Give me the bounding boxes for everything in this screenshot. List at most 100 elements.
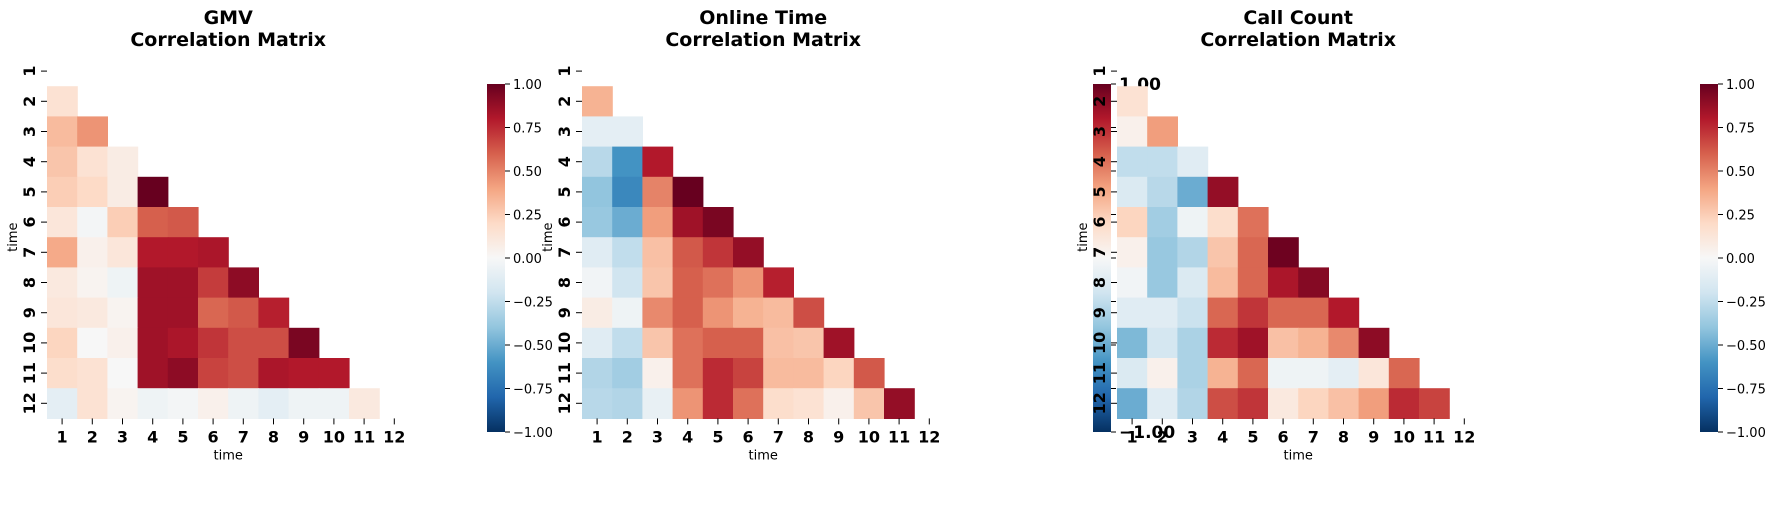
heatmap-cell-r5-c2 (1147, 176, 1178, 208)
x-tick-label: 10 (858, 427, 880, 446)
heatmap-cell-r4-c1 (47, 146, 78, 178)
x-tick-label: 1 (1127, 427, 1138, 446)
heatmap-cell-r6-c1 (1117, 207, 1148, 238)
heatmap-cell-r9-c1 (47, 297, 78, 329)
heatmap-cell-r12-c1 (582, 388, 613, 419)
heatmap-cell-r10-c6 (1268, 327, 1299, 359)
colorbar-tick-label: 0.00 (513, 252, 542, 267)
y-tick-label: 7 (555, 247, 574, 258)
heatmap-cell-r8-c4 (1207, 267, 1239, 299)
heatmap-cell-r10-c7 (228, 327, 259, 359)
heatmap-cell-r7-c5 (702, 237, 734, 268)
heatmap-cell-r3-c2 (1147, 116, 1178, 148)
y-tick-label: 10 (20, 332, 39, 354)
heatmap-cell-r9-c8 (1328, 297, 1360, 329)
heatmap-cell-r7-c6 (733, 237, 764, 268)
heatmap-cell-r7-c4 (1207, 237, 1239, 268)
heatmap-cell-r10-c9 (1358, 327, 1390, 359)
heatmap-cell-r8-c6 (1268, 267, 1299, 299)
x-tick-label: 5 (712, 427, 723, 446)
heatmap-cell-r8-c6 (733, 267, 764, 299)
colorbar-tick-label: 0.50 (513, 165, 542, 180)
y-axis-label: time (6, 223, 21, 252)
heatmap-cell-r10-c1 (47, 327, 78, 359)
y-tick-label: 8 (20, 277, 39, 288)
heatmap-cell-r12-c11 (1419, 388, 1450, 419)
heatmap-cell-r8-c6 (198, 267, 229, 299)
heatmap-cell-r9-c5 (167, 297, 199, 329)
heatmap-cell-r7-c2 (77, 237, 108, 268)
heatmap-cell-r7-c3 (642, 237, 674, 268)
colorbar-tick-label: −1.00 (1726, 426, 1766, 441)
y-tick-label: 2 (555, 96, 574, 107)
x-tick-label: 1 (592, 427, 603, 446)
x-tick-label: 7 (773, 427, 784, 446)
heatmap-cell-r12-c11 (884, 388, 915, 419)
x-tick-label: 4 (682, 427, 693, 446)
colorbar-tick-label: −0.50 (1726, 339, 1766, 354)
x-axis-label: time (1284, 448, 1313, 463)
y-tick-label: 11 (1090, 362, 1109, 384)
y-tick-label: 1 (20, 66, 39, 77)
heatmap-cell-r9-c1 (582, 297, 613, 329)
heatmap-cell-r7-c3 (1177, 237, 1209, 268)
heatmap-cell-r6-c3 (642, 207, 674, 238)
x-tick-label: 2 (622, 427, 633, 446)
heatmap-cell-r10-c8 (258, 327, 290, 359)
heatmap-cell-r12-c7 (228, 388, 259, 419)
heatmap-cell-r11-c1 (582, 358, 613, 389)
heatmap-cell-r6-c1 (47, 207, 78, 238)
heatmap-cell-r10-c4 (137, 327, 169, 359)
heatmap-cell-r6-c4 (1207, 207, 1239, 238)
heatmap-cell-r7-c6 (1268, 237, 1299, 268)
heatmap-cell-r9-c3 (1177, 297, 1209, 329)
y-tick-label: 1 (1090, 66, 1109, 77)
heatmap-cell-r12-c4 (137, 388, 169, 419)
heatmap-cell-r8-c7 (228, 267, 259, 299)
heatmap-cell-r9-c7 (1298, 297, 1329, 329)
heatmap-cell-r5-c3 (107, 176, 139, 208)
x-tick-label: 6 (743, 427, 754, 446)
x-tick-label: 5 (177, 427, 188, 446)
heatmap-cell-r11-c2 (1147, 358, 1178, 389)
heatmap-cell-r11-c9 (1358, 358, 1390, 389)
colorbar-tick-label: 1.00 (513, 78, 542, 93)
colorbar-tick-label: −1.00 (1119, 423, 1175, 443)
heatmap-cell-r2-c1 (1117, 86, 1148, 117)
x-axis-label: time (749, 448, 778, 463)
y-tick-label: 3 (1090, 126, 1109, 137)
x-tick-label: 6 (1278, 427, 1289, 446)
heatmap-cell-r8-c1 (1117, 267, 1148, 299)
x-tick-label: 5 (1247, 427, 1258, 446)
heatmap-cell-r10-c8 (793, 327, 825, 359)
heatmap-cell-r10-c3 (1177, 327, 1209, 359)
x-tick-label: 4 (147, 427, 158, 446)
y-tick-label: 5 (555, 186, 574, 197)
heatmap-cell-r10-c9 (823, 327, 855, 359)
x-tick-label: 12 (1453, 427, 1475, 446)
heatmap-cell-r10-c2 (612, 327, 643, 359)
x-tick-label: 9 (298, 427, 309, 446)
colorbar (1700, 84, 1718, 432)
x-tick-label: 10 (323, 427, 345, 446)
chart-title-line2: Correlation Matrix (1200, 29, 1396, 51)
heatmap-cell-r7-c3 (107, 237, 139, 268)
y-axis-label: time (541, 223, 556, 252)
heatmap-cell-r12-c3 (642, 388, 674, 419)
heatmap-cell-r10-c6 (733, 327, 764, 359)
heatmap-cell-r9-c2 (1147, 297, 1178, 329)
heatmap-cell-r9-c3 (107, 297, 139, 329)
y-tick-label: 3 (555, 126, 574, 137)
x-tick-label: 3 (117, 427, 128, 446)
heatmap-cell-r5-c1 (1117, 176, 1148, 208)
heatmap-cell-r12-c3 (1177, 388, 1209, 419)
heatmap-cell-r10-c3 (642, 327, 674, 359)
heatmap-cell-r9-c1 (1117, 297, 1148, 329)
heatmap-cell-r6-c5 (167, 207, 199, 238)
heatmap-cell-r3-c2 (77, 116, 108, 148)
heatmap-cell-r11-c6 (733, 358, 764, 389)
heatmap-cell-r8-c2 (77, 267, 108, 299)
heatmap-cell-r12-c4 (672, 388, 704, 419)
y-tick-label: 5 (1090, 186, 1109, 197)
